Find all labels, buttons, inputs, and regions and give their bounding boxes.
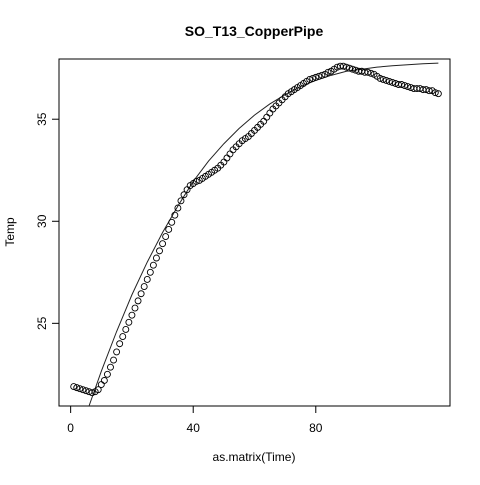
data-point [82, 387, 90, 395]
data-point [128, 311, 136, 319]
x-tick-label: 0 [67, 421, 74, 435]
data-point [315, 72, 323, 80]
data-point [113, 348, 121, 356]
data-point [263, 113, 271, 121]
data-point [79, 386, 87, 394]
y-axis-label: Temp [3, 217, 17, 247]
data-point [146, 268, 154, 276]
data-point [143, 276, 151, 283]
data-point [382, 76, 390, 84]
data-point [364, 68, 372, 76]
data-point [177, 197, 185, 205]
y-tick-label: 25 [35, 316, 49, 330]
data-point [339, 62, 347, 70]
data-point [346, 64, 353, 72]
data-point [76, 385, 84, 393]
data-points-layer [70, 62, 442, 397]
data-point [103, 370, 111, 378]
data-point [70, 383, 78, 391]
data-point [94, 386, 102, 394]
data-point [152, 254, 160, 262]
data-point [168, 218, 176, 226]
data-point [318, 71, 326, 79]
data-point [159, 240, 167, 248]
data-point [134, 297, 142, 305]
data-point [140, 283, 148, 291]
data-point [171, 211, 179, 219]
x-axis: 0 40 80 [67, 405, 323, 435]
chart-title: SO_T13_CopperPipe [185, 23, 324, 39]
data-point [116, 340, 124, 348]
y-tick-label: 35 [35, 112, 49, 126]
plot-frame [58, 58, 451, 407]
data-point [425, 87, 433, 95]
data-point [174, 204, 182, 212]
data-point [223, 154, 231, 162]
data-point [306, 75, 314, 83]
data-point [100, 377, 108, 384]
data-point [180, 191, 188, 199]
data-point [312, 73, 320, 81]
fit-curve-layer [88, 62, 439, 407]
fit-curve-line [88, 62, 439, 407]
data-point [73, 384, 81, 392]
y-axis: 25 30 35 [35, 112, 60, 330]
data-point [379, 75, 387, 83]
x-tick-label: 80 [309, 421, 323, 435]
data-point [125, 318, 133, 326]
data-point [107, 363, 114, 371]
data-point [431, 89, 439, 97]
data-point [367, 69, 375, 77]
data-point [309, 74, 317, 82]
data-point [119, 333, 127, 341]
data-point [192, 178, 200, 185]
data-point [110, 356, 117, 364]
data-point [349, 65, 357, 73]
data-point [97, 381, 105, 389]
data-point [226, 150, 234, 158]
data-point [385, 77, 393, 85]
data-point [324, 68, 332, 76]
data-point [165, 225, 173, 233]
y-tick-label: 30 [35, 214, 49, 228]
data-point [342, 63, 350, 71]
data-point [88, 389, 96, 397]
data-point [376, 74, 384, 82]
data-point [388, 79, 396, 86]
x-axis-label: as.matrix(Time) [213, 450, 296, 464]
data-point [404, 83, 412, 91]
data-point [122, 326, 130, 333]
data-point [137, 290, 145, 298]
data-point [401, 82, 409, 89]
data-point [434, 90, 442, 98]
data-point [156, 247, 163, 255]
data-point [162, 233, 170, 241]
data-point [398, 81, 406, 88]
data-point [266, 109, 274, 117]
x-tick-label: 40 [187, 421, 201, 435]
data-point [149, 261, 157, 269]
data-point [131, 304, 139, 312]
